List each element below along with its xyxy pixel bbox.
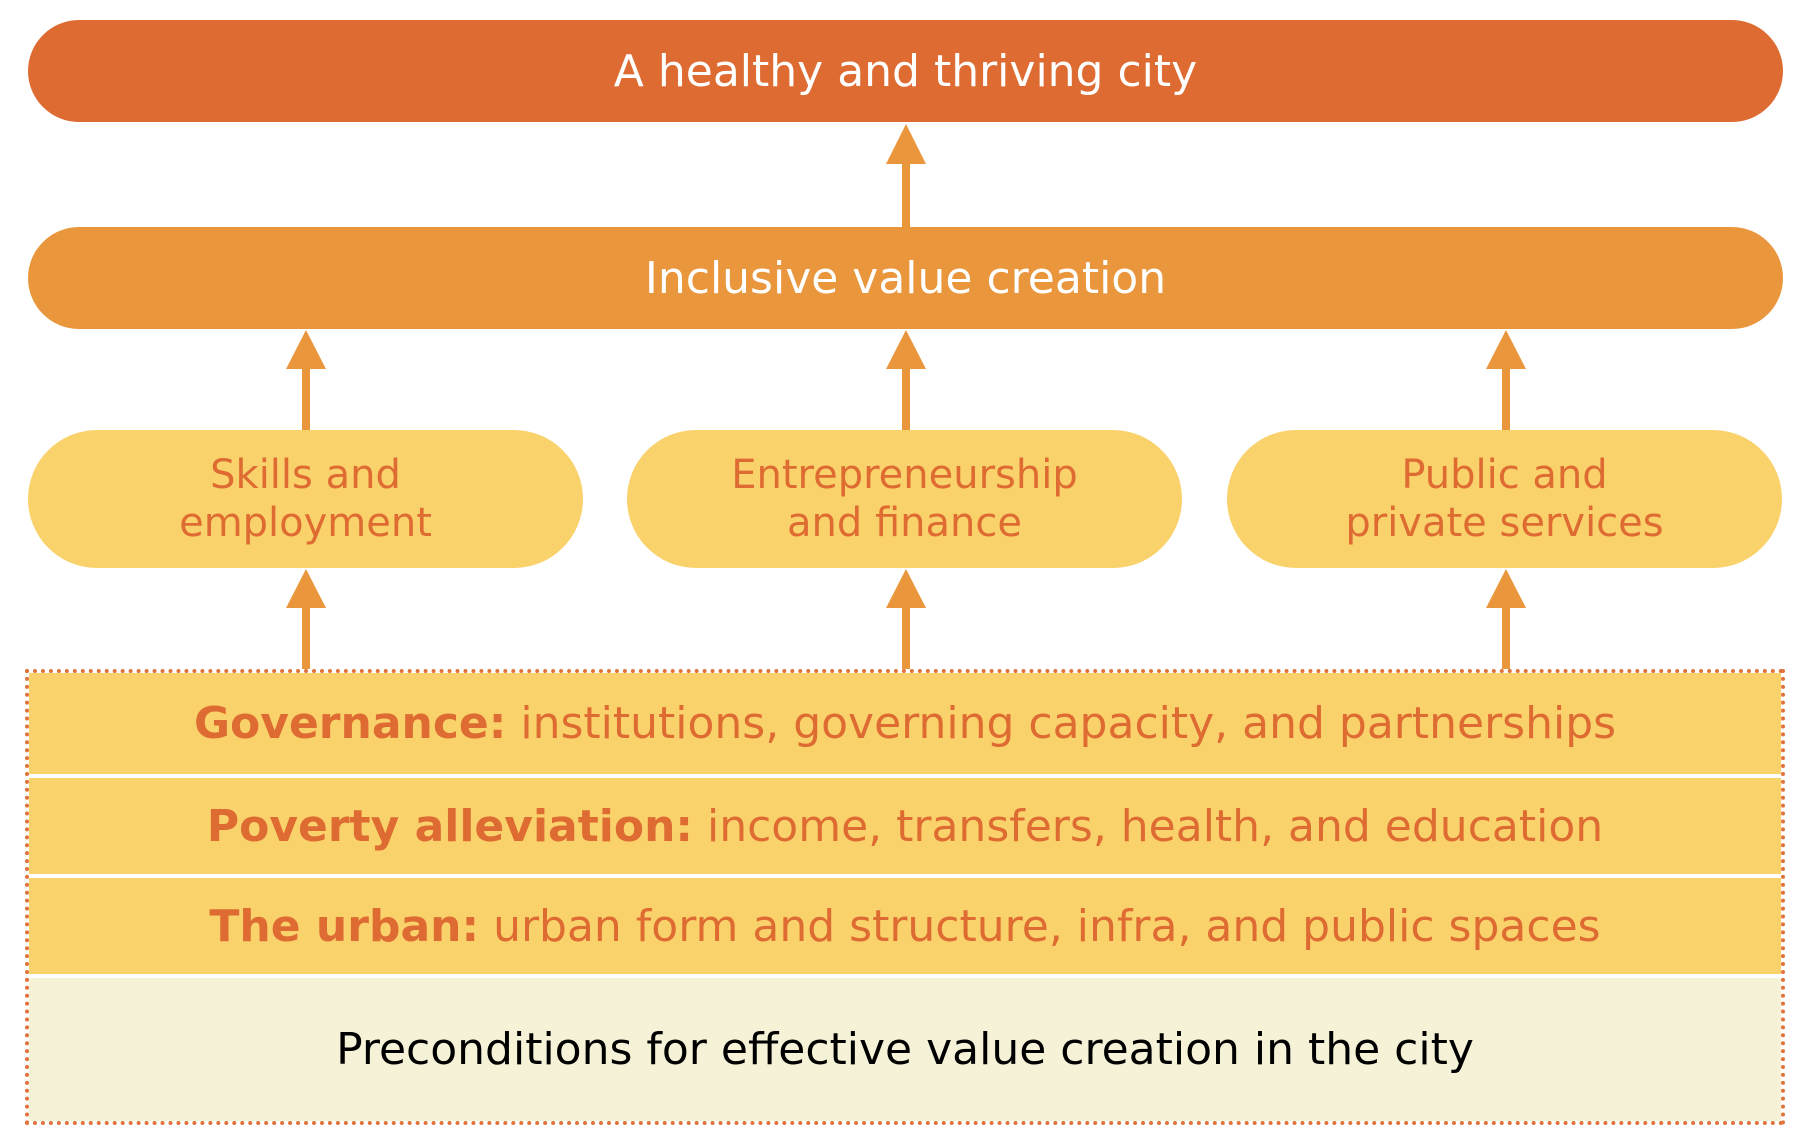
band-title: The urban: [209,900,480,952]
goal-label: A healthy and thriving city [613,45,1198,97]
pillar-label: Entrepreneurship and finance [731,452,1078,546]
pillar-label: Skills and employment [179,452,432,546]
band-poverty-alleviation: Poverty alleviation: income, transfers, … [29,778,1781,874]
arrow-foundation-to-pillar-2 [886,569,926,669]
pillar-label: Public and private services [1345,452,1664,546]
arrow-pillar-3-to-middle [1486,330,1526,430]
band-title: Poverty alleviation: [206,800,693,852]
preconditions-base: Preconditions for effective value creati… [29,978,1781,1121]
band-text: urban form and structure, infra, and pub… [493,900,1601,952]
goal-box: A healthy and thriving city [28,20,1783,122]
band-title: Governance: [193,698,507,749]
band-text: income, transfers, health, and education [707,800,1604,852]
inclusive-value-creation-box: Inclusive value creation [28,227,1783,329]
pillar-entrepreneurship-finance: Entrepreneurship and finance [627,430,1182,568]
middle-label: Inclusive value creation [644,252,1167,304]
band-governance: Governance: institutions, governing capa… [29,673,1781,774]
pillar-skills-employment: Skills and employment [28,430,583,568]
preconditions-foundation: Governance: institutions, governing capa… [25,669,1785,1125]
band-text: institutions, governing capacity, and pa… [520,698,1617,749]
arrow-pillar-2-to-middle [886,330,926,430]
arrow-foundation-to-pillar-1 [286,569,326,669]
arrow-middle-to-goal [886,124,926,227]
arrow-foundation-to-pillar-3 [1486,569,1526,669]
preconditions-label: Preconditions for effective value creati… [336,1024,1474,1075]
pillar-public-private-services: Public and private services [1227,430,1782,568]
arrow-pillar-1-to-middle [286,330,326,430]
band-the-urban: The urban: urban form and structure, inf… [29,878,1781,974]
